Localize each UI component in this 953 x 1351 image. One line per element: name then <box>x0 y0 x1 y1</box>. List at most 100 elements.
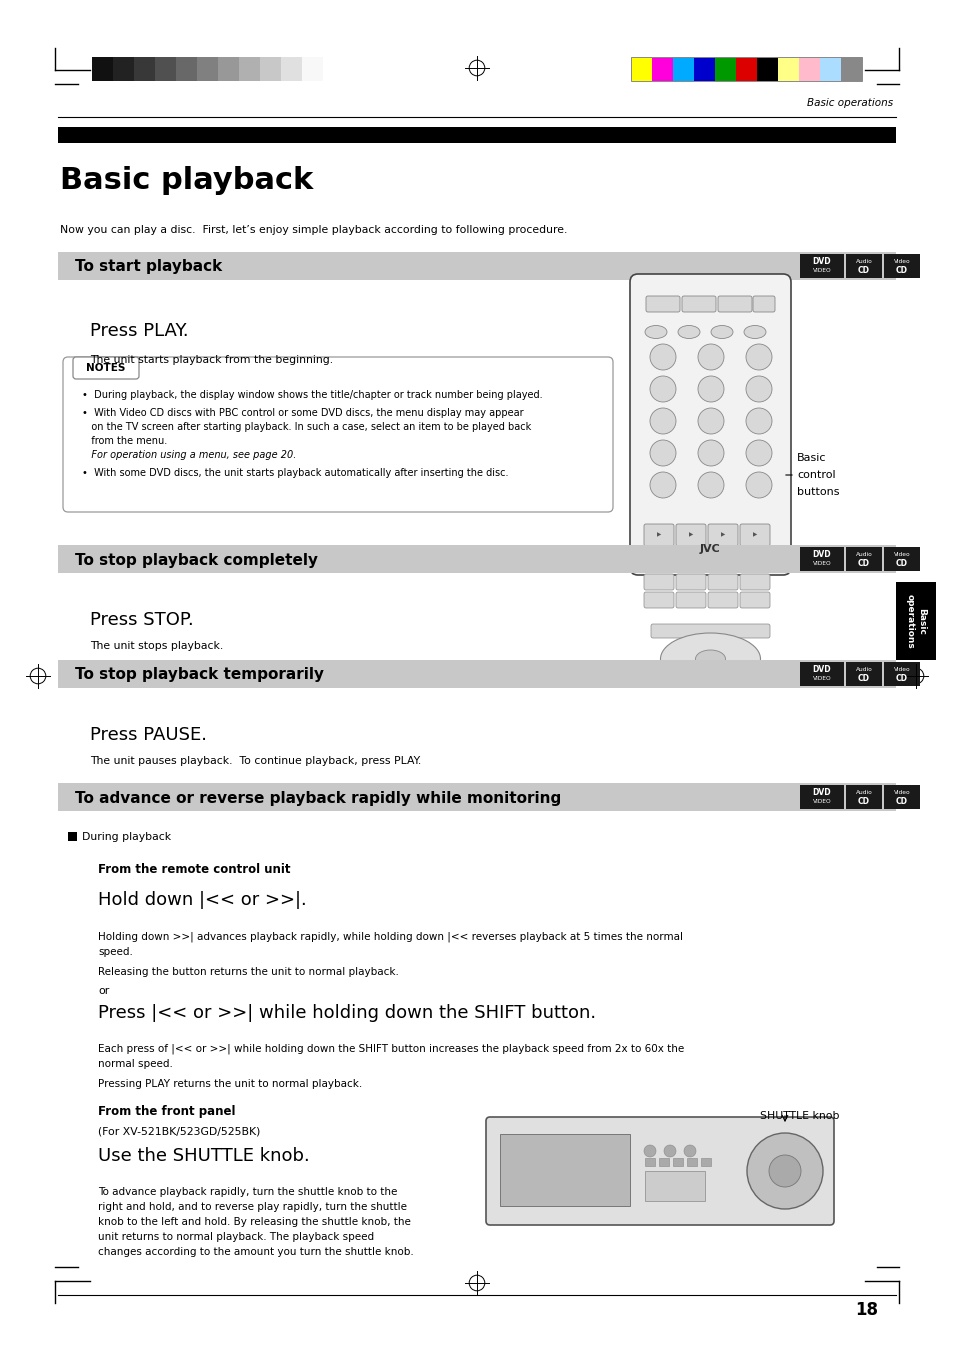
Circle shape <box>649 440 676 466</box>
Text: NOTES: NOTES <box>86 363 126 373</box>
Circle shape <box>698 440 723 466</box>
Text: The unit pauses playback.  To continue playback, press PLAY.: The unit pauses playback. To continue pl… <box>90 757 421 766</box>
Bar <box>800 547 843 571</box>
Text: ▶: ▶ <box>688 532 693 538</box>
Text: speed.: speed. <box>98 947 132 957</box>
Text: •  With Video CD discs with PBC control or some DVD discs, the menu display may : • With Video CD discs with PBC control o… <box>82 408 523 417</box>
Text: Pressing PLAY returns the unit to normal playback.: Pressing PLAY returns the unit to normal… <box>98 1079 362 1089</box>
Bar <box>714 57 735 81</box>
Bar <box>58 127 895 143</box>
Text: VIDEO: VIDEO <box>812 800 830 804</box>
FancyBboxPatch shape <box>643 524 673 546</box>
Bar <box>644 1158 655 1166</box>
Bar <box>800 254 843 278</box>
Text: ▶: ▶ <box>720 532 724 538</box>
FancyBboxPatch shape <box>681 296 716 312</box>
Circle shape <box>745 471 771 499</box>
Text: Press STOP.: Press STOP. <box>90 611 193 630</box>
Text: on the TV screen after starting playback. In such a case, select an item to be p: on the TV screen after starting playback… <box>82 422 531 432</box>
Bar <box>672 57 693 81</box>
Text: CD: CD <box>857 559 869 569</box>
Bar <box>820 57 841 81</box>
Bar <box>133 57 154 81</box>
Bar <box>800 785 843 809</box>
Ellipse shape <box>644 326 666 339</box>
Bar <box>895 582 935 661</box>
FancyBboxPatch shape <box>644 555 675 567</box>
Text: or: or <box>98 986 110 996</box>
Text: ▶: ▶ <box>657 532 660 538</box>
Bar <box>58 661 895 688</box>
Text: Video: Video <box>893 790 909 796</box>
Text: 18: 18 <box>854 1301 877 1319</box>
FancyBboxPatch shape <box>63 357 613 512</box>
Text: unit returns to normal playback. The playback speed: unit returns to normal playback. The pla… <box>98 1232 374 1242</box>
FancyBboxPatch shape <box>740 574 769 590</box>
Text: Audio: Audio <box>855 259 871 265</box>
Text: Each press of |<< or >>| while holding down the SHIFT button increases the playb: Each press of |<< or >>| while holding d… <box>98 1043 683 1054</box>
Ellipse shape <box>710 326 732 339</box>
Text: Press |<< or >>| while holding down the SHIFT button.: Press |<< or >>| while holding down the … <box>98 1004 596 1021</box>
Bar <box>260 57 281 81</box>
Bar <box>91 57 112 81</box>
Text: changes according to the amount you turn the shuttle knob.: changes according to the amount you turn… <box>98 1247 414 1256</box>
Circle shape <box>746 1133 822 1209</box>
Text: Press PLAY.: Press PLAY. <box>90 322 189 340</box>
Ellipse shape <box>659 634 760 685</box>
Text: Use the SHUTTLE knob.: Use the SHUTTLE knob. <box>98 1147 310 1165</box>
Bar <box>68 832 77 842</box>
Bar <box>644 1171 704 1201</box>
FancyBboxPatch shape <box>73 357 139 380</box>
Text: The unit starts playback from the beginning.: The unit starts playback from the beginn… <box>90 355 333 365</box>
Text: During playback: During playback <box>82 832 171 842</box>
FancyBboxPatch shape <box>718 296 751 312</box>
FancyBboxPatch shape <box>643 592 673 608</box>
Bar <box>799 57 820 81</box>
Text: To advance playback rapidly, turn the shuttle knob to the: To advance playback rapidly, turn the sh… <box>98 1188 397 1197</box>
FancyBboxPatch shape <box>650 624 769 638</box>
Circle shape <box>663 1146 676 1156</box>
Text: Now you can play a disc.  First, let’s enjoy simple playback according to follow: Now you can play a disc. First, let’s en… <box>60 226 567 235</box>
Bar <box>672 1158 682 1166</box>
Text: right and hold, and to reverse play rapidly, turn the shuttle: right and hold, and to reverse play rapi… <box>98 1202 407 1212</box>
Bar <box>841 57 862 81</box>
Bar <box>693 57 714 81</box>
Bar <box>651 57 672 81</box>
Text: VIDEO: VIDEO <box>812 561 830 566</box>
Text: CD: CD <box>895 559 907 569</box>
Text: CD: CD <box>857 266 869 276</box>
Circle shape <box>745 440 771 466</box>
Bar <box>845 662 882 686</box>
Circle shape <box>698 471 723 499</box>
Text: control: control <box>796 470 835 480</box>
Bar <box>757 57 778 81</box>
Circle shape <box>768 1155 801 1188</box>
Circle shape <box>649 345 676 370</box>
FancyBboxPatch shape <box>752 296 774 312</box>
Text: Audio: Audio <box>855 790 871 796</box>
Text: Holding down >>| advances playback rapidly, while holding down |<< reverses play: Holding down >>| advances playback rapid… <box>98 931 682 942</box>
Text: CD: CD <box>895 797 907 807</box>
Text: To stop playback completely: To stop playback completely <box>75 553 317 567</box>
Text: VIDEO: VIDEO <box>812 677 830 681</box>
Text: To stop playback temporarily: To stop playback temporarily <box>75 667 324 682</box>
Circle shape <box>643 1146 656 1156</box>
FancyBboxPatch shape <box>707 592 738 608</box>
Text: Video: Video <box>893 259 909 265</box>
Bar <box>883 547 919 571</box>
Bar <box>302 57 323 81</box>
Text: Press PAUSE.: Press PAUSE. <box>90 725 207 744</box>
Text: •  During playback, the display window shows the title/chapter or track number b: • During playback, the display window sh… <box>82 390 542 400</box>
Text: VIDEO: VIDEO <box>812 269 830 273</box>
Text: DVD: DVD <box>812 550 830 559</box>
Text: CD: CD <box>857 674 869 684</box>
Ellipse shape <box>743 326 765 339</box>
FancyBboxPatch shape <box>629 274 790 576</box>
Bar <box>735 57 757 81</box>
Text: To advance or reverse playback rapidly while monitoring: To advance or reverse playback rapidly w… <box>75 790 560 805</box>
Text: (For XV-521BK/523GD/525BK): (For XV-521BK/523GD/525BK) <box>98 1127 260 1138</box>
Bar <box>630 57 651 81</box>
FancyBboxPatch shape <box>758 555 778 567</box>
FancyBboxPatch shape <box>676 524 705 546</box>
Bar <box>659 1158 668 1166</box>
